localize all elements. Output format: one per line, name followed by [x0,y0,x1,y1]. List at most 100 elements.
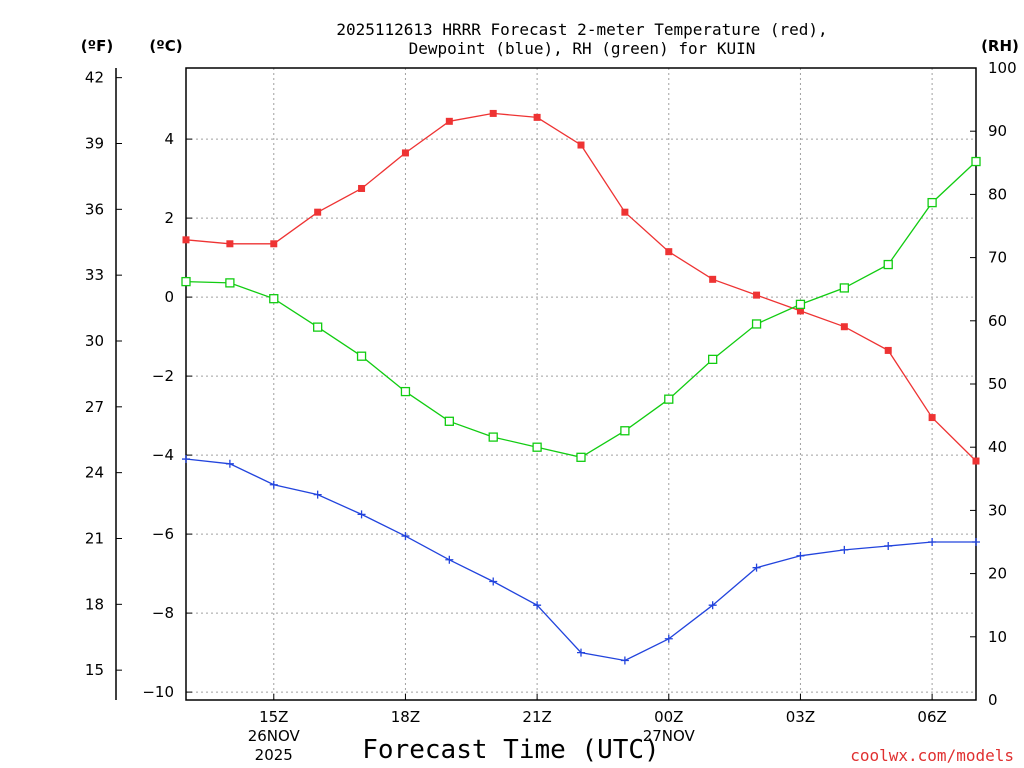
rh-tick-label: 0 [988,691,998,709]
x-tick-year: 2025 [255,746,293,764]
plot-frame [185,67,977,701]
rh-tick-label: 20 [988,565,1007,583]
dewpoint-point [357,510,366,519]
rh-tick-label: 90 [988,122,1007,140]
relative-humidity-point [576,452,586,462]
fahrenheit-tick-label: 30 [85,332,104,350]
2-meter-temperature-point [577,141,585,149]
relative-humidity-point [356,351,367,361]
dewpoint-point [752,563,761,572]
rh-tick-label: 30 [988,501,1007,519]
fahrenheit-tick-label: 21 [85,529,104,547]
2-meter-temperature-point [358,184,366,192]
chart-title-line1: 2025112613 HRRR Forecast 2-meter Tempera… [336,20,827,39]
celsius-unit-label: (ºC) [149,37,182,55]
relative-humidity-point [971,156,981,167]
2-meter-temperature-point [445,117,453,125]
dewpoint-point [664,634,673,643]
dewpoint-point [445,555,454,564]
rh-tick-label: 10 [988,628,1007,646]
x-tick-date: 27NOV [643,727,696,745]
dewpoint-point [401,532,410,541]
fahrenheit-tick-label: 27 [85,398,104,416]
rh-tick-label: 80 [988,185,1007,203]
relative-humidity-point [532,442,542,452]
rh-tick-label: 70 [988,249,1007,267]
dewpoint-point [840,545,849,554]
fahrenheit-tick-label: 42 [85,69,104,87]
dewpoint-point [182,455,190,464]
dewpoint-point [972,538,980,546]
2-meter-temperature-point [226,240,234,248]
dewpoint-point [577,648,585,657]
dewpoint-point [708,601,717,610]
x-tick-label: 18Z [391,708,420,726]
2-meter-temperature-point [314,208,322,216]
rh-tick-label: 40 [988,438,1007,456]
site-credit: coolwx.com/models [850,746,1014,765]
fahrenheit-tick-label: 24 [85,464,104,482]
celsius-tick-label: 0 [164,288,174,306]
relative-humidity-point [488,432,498,442]
relative-humidity-point [927,197,937,208]
relative-humidity-point [269,294,279,304]
fahrenheit-tick-label: 39 [85,134,104,152]
x-axis-title: Forecast Time (UTC) [362,735,659,765]
dewpoint-point [489,577,498,586]
fahrenheit-tick-label: 18 [85,595,104,613]
celsius-tick-label: −2 [152,367,174,385]
dewpoint-point [225,459,234,468]
rh-tick-label: 60 [988,312,1007,330]
celsius-tick-label: −10 [142,683,174,701]
relative-humidity-point [839,283,849,293]
relative-humidity-point [400,386,411,397]
relative-humidity-line [185,161,977,458]
chart-title-line2: Dewpoint (blue), RH (green) for KUIN [409,39,756,58]
fahrenheit-tick-label: 33 [85,266,104,284]
dewpoint-point [884,541,893,550]
celsius-tick-label: −6 [152,525,174,543]
relative-humidity-point [751,319,762,329]
fahrenheit-tick-label: 36 [85,200,104,218]
x-tick-label: 21Z [522,708,551,726]
rh-tick-label: 100 [988,59,1017,77]
2-meter-temperature-point [401,149,409,157]
celsius-tick-label: 4 [164,130,174,148]
fahrenheit-tick-label: 15 [85,661,104,679]
celsius-tick-label: −8 [152,604,174,622]
relative-humidity-point [225,278,235,288]
x-tick-label: 15Z [259,708,288,726]
2-meter-temperature-line [185,112,977,462]
relative-humidity-point [181,276,191,287]
relative-humidity-point [664,394,674,404]
dewpoint-line [185,458,976,662]
x-tick-label: 00Z [654,708,683,726]
2-meter-temperature-point [182,236,190,244]
x-tick-label: 03Z [786,708,815,726]
relative-humidity-point [708,354,718,365]
2-meter-temperature-point [270,240,278,248]
dewpoint-point [620,656,629,665]
2-meter-temperature-point [753,291,761,299]
relative-humidity-point [620,426,630,436]
relative-humidity-point [883,259,893,270]
data-series [181,109,981,665]
relative-humidity-point [313,322,323,332]
2-meter-temperature-point [665,248,673,256]
2-meter-temperature-point [884,346,892,354]
2-meter-temperature-point [489,109,497,117]
dewpoint-point [269,480,278,489]
dewpoint-point [533,601,542,610]
2-meter-temperature-point [928,414,936,422]
dewpoint-point [928,538,937,546]
2-meter-temperature-point [533,113,541,121]
2-meter-temperature-point [709,275,717,283]
rh-tick-label: 50 [988,375,1007,393]
dewpoint-point [796,551,805,560]
grid-lines [186,68,976,700]
dewpoint-point [313,490,322,499]
axes: 42393633302724211815420−2−4−6−8−10100908… [85,59,1017,764]
2-meter-temperature-point [621,208,629,216]
x-tick-date: 26NOV [248,727,301,745]
